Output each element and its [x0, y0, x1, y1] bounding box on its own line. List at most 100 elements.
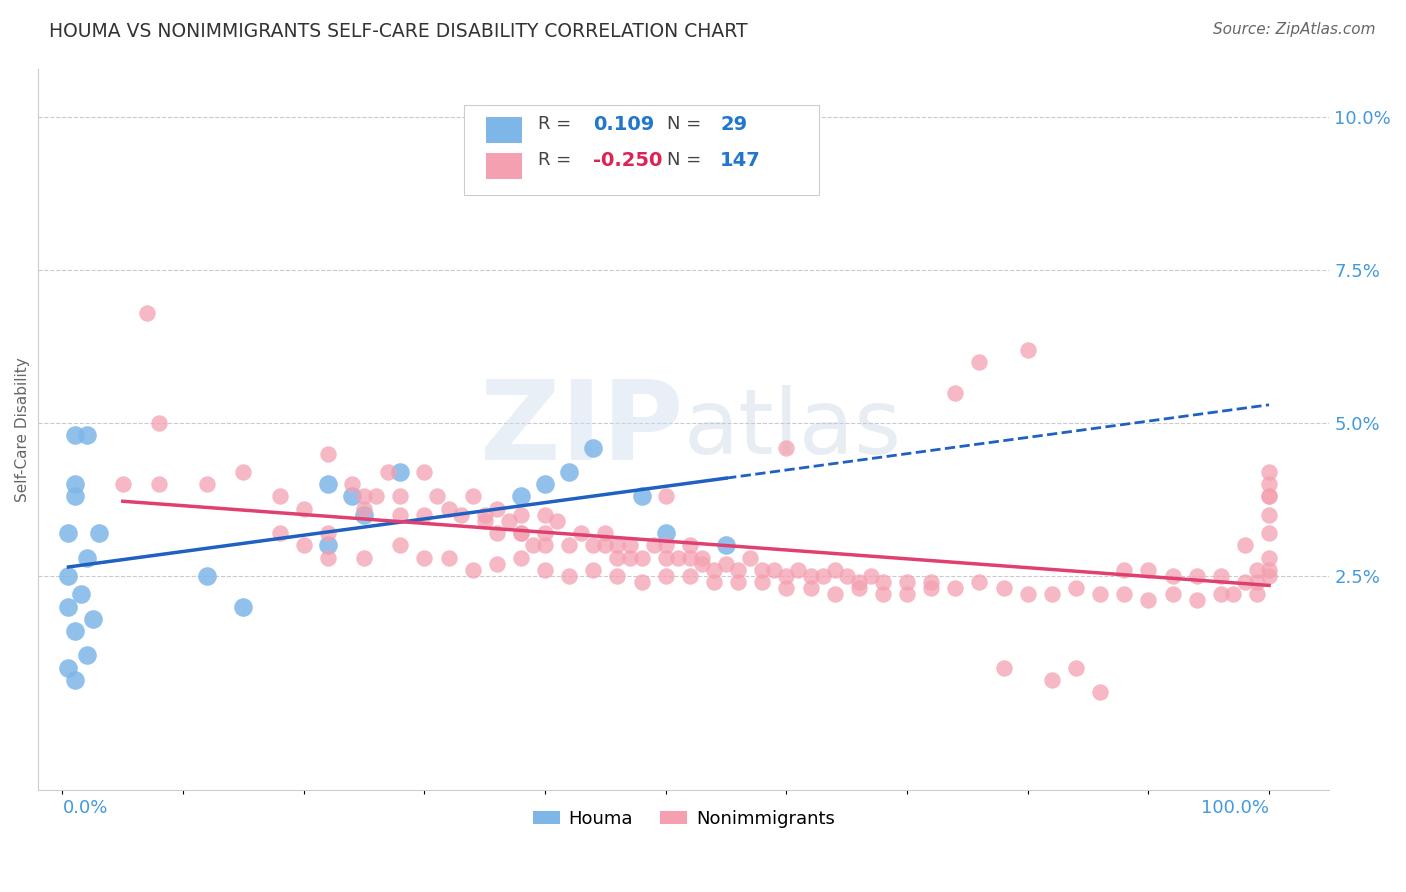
Point — [1258, 490, 1281, 504]
Point — [63, 490, 86, 504]
Point — [690, 557, 713, 571]
Point — [679, 569, 702, 583]
Point — [630, 490, 652, 504]
Text: Source: ZipAtlas.com: Source: ZipAtlas.com — [1212, 22, 1375, 37]
Point — [1258, 490, 1281, 504]
Point — [450, 508, 472, 522]
Text: R =: R = — [538, 151, 571, 169]
Point — [606, 550, 628, 565]
Point — [389, 508, 412, 522]
FancyBboxPatch shape — [486, 117, 523, 143]
Point — [353, 550, 375, 565]
Point — [872, 587, 894, 601]
Point — [389, 490, 412, 504]
Point — [824, 587, 846, 601]
Point — [727, 563, 749, 577]
Point — [135, 306, 157, 320]
Point — [1185, 593, 1208, 607]
Point — [353, 508, 375, 522]
Point — [82, 612, 104, 626]
Point — [195, 569, 218, 583]
Point — [1161, 569, 1184, 583]
Point — [558, 569, 581, 583]
Point — [1246, 563, 1268, 577]
Point — [316, 538, 339, 552]
Text: -0.250: -0.250 — [593, 151, 662, 169]
Point — [896, 575, 918, 590]
Point — [1114, 563, 1136, 577]
Point — [269, 490, 291, 504]
Point — [148, 416, 170, 430]
Point — [896, 587, 918, 601]
Point — [69, 587, 91, 601]
Point — [413, 465, 436, 479]
Point — [111, 477, 134, 491]
Point — [1137, 563, 1160, 577]
Point — [727, 575, 749, 590]
FancyBboxPatch shape — [464, 104, 820, 194]
Y-axis label: Self-Care Disability: Self-Care Disability — [15, 357, 30, 501]
Point — [1064, 581, 1087, 595]
Point — [1258, 477, 1281, 491]
Point — [1088, 587, 1111, 601]
Point — [534, 538, 557, 552]
Point — [619, 538, 641, 552]
Point — [1258, 569, 1281, 583]
Text: ZIP: ZIP — [481, 376, 683, 483]
Point — [751, 563, 773, 577]
Point — [353, 490, 375, 504]
Point — [1258, 550, 1281, 565]
Point — [58, 660, 80, 674]
Point — [63, 428, 86, 442]
Point — [630, 575, 652, 590]
Point — [1064, 660, 1087, 674]
Point — [1258, 563, 1281, 577]
Point — [558, 465, 581, 479]
Point — [340, 477, 363, 491]
Point — [498, 514, 520, 528]
Point — [558, 538, 581, 552]
Point — [232, 599, 254, 614]
Point — [740, 550, 762, 565]
Point — [63, 477, 86, 491]
Point — [1246, 587, 1268, 601]
Point — [595, 538, 617, 552]
Point — [799, 581, 821, 595]
Point — [76, 648, 98, 663]
Point — [703, 563, 725, 577]
Point — [1258, 508, 1281, 522]
Point — [655, 538, 678, 552]
Point — [835, 569, 858, 583]
Point — [232, 465, 254, 479]
Point — [666, 550, 689, 565]
Point — [485, 501, 508, 516]
Point — [485, 557, 508, 571]
FancyBboxPatch shape — [486, 153, 523, 179]
Point — [606, 538, 628, 552]
Point — [679, 550, 702, 565]
Point — [920, 575, 942, 590]
Point — [763, 563, 786, 577]
Point — [787, 563, 810, 577]
Point — [1137, 593, 1160, 607]
Point — [510, 526, 533, 541]
Point — [775, 441, 797, 455]
Point — [811, 569, 834, 583]
Point — [534, 526, 557, 541]
Point — [340, 490, 363, 504]
Point — [655, 550, 678, 565]
Point — [1017, 587, 1039, 601]
Text: N =: N = — [666, 115, 702, 133]
Point — [269, 526, 291, 541]
Point — [1185, 569, 1208, 583]
Point — [655, 569, 678, 583]
Point — [461, 563, 484, 577]
Text: 100.0%: 100.0% — [1201, 798, 1270, 816]
Point — [63, 624, 86, 638]
Point — [1233, 575, 1256, 590]
Point — [195, 477, 218, 491]
Point — [1209, 569, 1232, 583]
Point — [775, 569, 797, 583]
Text: 147: 147 — [720, 151, 761, 169]
Point — [1040, 673, 1063, 687]
